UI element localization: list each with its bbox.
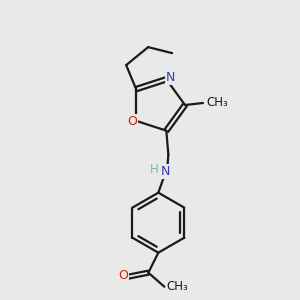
- Text: N: N: [161, 165, 170, 178]
- Text: CH₃: CH₃: [166, 280, 188, 293]
- Text: O: O: [127, 116, 137, 128]
- Text: N: N: [166, 71, 175, 84]
- Text: O: O: [118, 269, 128, 282]
- Text: CH₃: CH₃: [206, 97, 228, 110]
- Text: H: H: [150, 163, 159, 176]
